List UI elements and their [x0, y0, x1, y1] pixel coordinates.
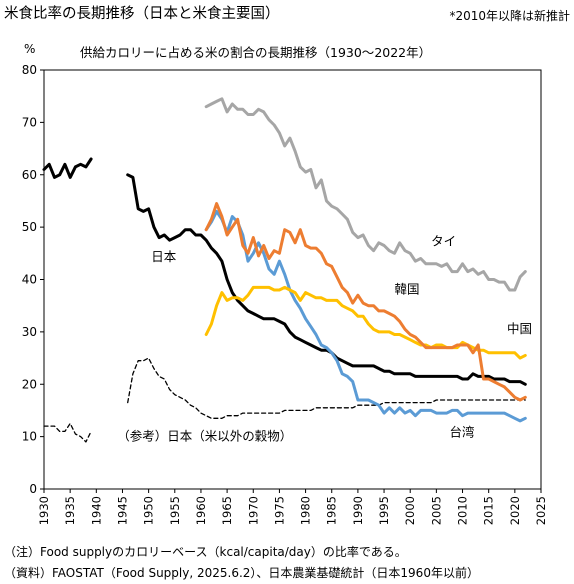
y-tick-label: 60	[22, 168, 37, 182]
x-tick-label: 1985	[325, 496, 339, 525]
x-tick-label: 2000	[403, 496, 417, 525]
y-tick-label: 0	[29, 482, 37, 496]
x-tick-label: 1960	[194, 496, 208, 525]
series-line	[204, 97, 527, 292]
x-tick-label: 2010	[456, 496, 470, 525]
x-tick-label: 1975	[272, 496, 286, 525]
y-axis-unit: %	[24, 42, 36, 56]
x-tick-label: 1970	[246, 496, 260, 525]
y-tick-label: 40	[22, 273, 37, 287]
x-tick-label: 1950	[142, 496, 156, 525]
estimation-note: *2010年以降は新推計	[449, 9, 570, 23]
footnote-source: （資料）FAOSTAT（Food Supply, 2025.6.2）、日本農業基…	[4, 566, 479, 580]
series-label: （参考）日本（米以外の穀物）	[117, 428, 292, 443]
y-tick-label: 20	[22, 377, 37, 391]
x-tick-label: 1935	[63, 496, 77, 525]
series-label: 日本	[151, 249, 177, 264]
chart-main-title: 米食比率の長期推移（日本と米食主要国）	[4, 6, 280, 22]
y-tick-label: 80	[22, 63, 37, 77]
x-tick-label: 1940	[89, 496, 103, 525]
series-line	[204, 209, 527, 423]
footnote-note: （注）Food supplyのカロリーベース（kcal/capita/day）の…	[4, 545, 407, 559]
x-tick-label: 2005	[429, 496, 443, 525]
chart-title: 供給カロリーに占める米の割合の長期推移（1930〜2022年）	[80, 45, 432, 60]
x-tick-label: 1965	[220, 496, 234, 525]
series-line	[42, 157, 93, 179]
x-tick-label: 1930	[37, 496, 51, 525]
x-tick-label: 1990	[351, 496, 365, 525]
x-tick-label: 2015	[482, 496, 496, 525]
x-tick-label: 1955	[168, 496, 182, 525]
x-tick-label: 1980	[299, 496, 313, 525]
series-label: 韓国	[395, 282, 420, 297]
x-tick-label: 1945	[115, 496, 129, 525]
y-tick-label: 50	[22, 220, 37, 234]
series-label: 中国	[507, 321, 532, 336]
y-tick-label: 70	[22, 115, 37, 129]
y-tick-label: 30	[22, 325, 37, 339]
x-tick-label: 2025	[534, 496, 548, 525]
series-line	[127, 357, 526, 419]
series-label: タイ	[431, 233, 456, 248]
series-line	[126, 173, 527, 386]
x-tick-label: 1995	[377, 496, 391, 525]
series-line	[43, 422, 92, 443]
series-label: 台湾	[449, 425, 474, 440]
series-line	[204, 285, 527, 360]
series-line	[204, 202, 527, 402]
x-tick-label: 2020	[508, 496, 522, 525]
y-tick-label: 10	[22, 430, 37, 444]
